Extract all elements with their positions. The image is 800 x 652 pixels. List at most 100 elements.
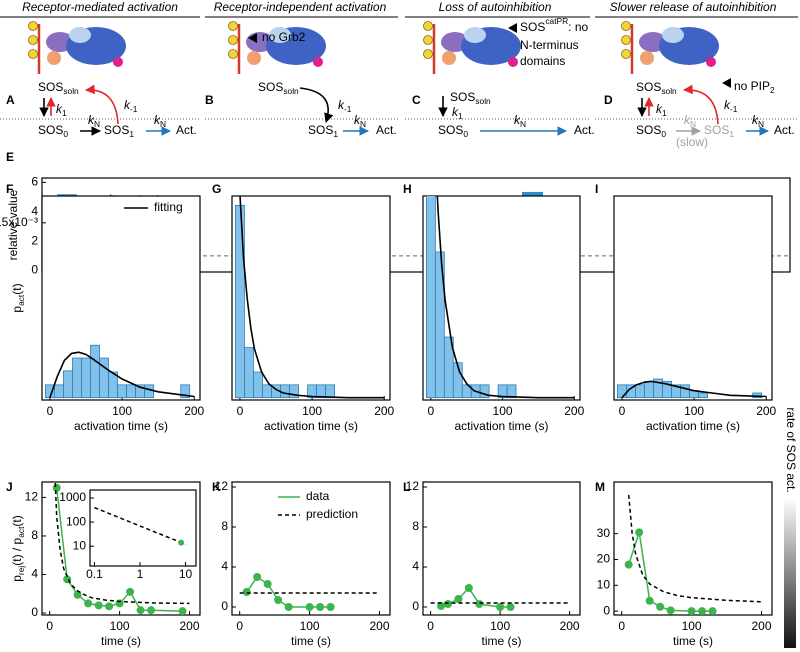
x-axis-label: activation time (s) — [646, 419, 740, 433]
y-tick-label: 10 — [597, 577, 611, 591]
data-point — [708, 607, 717, 615]
arrow — [683, 84, 719, 125]
y-tick-label: 100 — [66, 514, 86, 528]
y-tick-label: 0 — [221, 599, 228, 613]
scheme-label: kN — [684, 113, 696, 129]
prediction-line — [627, 494, 762, 603]
text-segment: p — [10, 306, 24, 313]
domain — [442, 51, 456, 65]
colorbar-label: rate of SOS act. — [784, 407, 798, 492]
x-tick-label: 100 — [110, 619, 130, 633]
text-segment: -1 — [344, 104, 352, 114]
text-segment: SOS — [438, 123, 463, 137]
x-tick-label: 100 — [684, 404, 704, 418]
text-segment: k — [656, 102, 663, 116]
data-point — [506, 603, 515, 611]
prediction-line — [54, 482, 190, 605]
x-axis-label: time (s) — [673, 634, 713, 648]
data-point — [316, 603, 325, 611]
prediction-line — [94, 506, 186, 545]
plot-frame — [613, 195, 773, 401]
data-point — [178, 607, 187, 615]
text-segment: k — [724, 98, 731, 112]
text-segment: (t) — [10, 283, 24, 294]
histogram-bar — [54, 384, 64, 399]
scheme-label: SOS1 — [308, 123, 338, 139]
text-segment: SOS — [520, 20, 545, 34]
text-segment: 1 — [333, 129, 338, 139]
histogram-bar — [680, 384, 690, 399]
y-tick-label: 1000 — [59, 490, 86, 504]
x-tick-label: 200 — [560, 619, 580, 633]
data-point — [635, 528, 644, 537]
text-segment: N — [690, 119, 696, 129]
domain — [313, 57, 323, 67]
data-point — [624, 560, 633, 569]
text-segment: N — [94, 119, 100, 129]
data-point — [126, 587, 135, 596]
phospho-site — [228, 21, 238, 31]
text-segment: SOS — [450, 90, 475, 104]
domain — [113, 57, 123, 67]
plot-frame — [41, 195, 201, 401]
histogram-bar — [262, 384, 272, 399]
text-segment: 1 — [729, 129, 734, 139]
histogram-bar — [144, 384, 155, 399]
y-axis-label: relative value — [6, 189, 20, 260]
scheme-label: Act. — [774, 123, 795, 137]
x-tick-label: 0 — [618, 619, 625, 633]
y-tick-label: 8 — [412, 519, 419, 533]
data-point — [656, 602, 665, 611]
scheme-label: SOSsoln — [450, 90, 491, 106]
y-tick-label: 20 — [597, 552, 611, 566]
data-point — [326, 603, 335, 611]
scheme-label: SOS0 — [438, 123, 468, 139]
data-point — [305, 603, 314, 611]
histogram-bar — [644, 380, 654, 399]
x-tick-label: 200 — [756, 404, 776, 418]
domain — [247, 51, 261, 65]
histogram-bar — [244, 347, 254, 399]
fit-line — [49, 351, 195, 398]
histogram-bar — [617, 384, 627, 399]
plot-frame — [231, 195, 391, 401]
panel-letter: F — [6, 182, 13, 196]
x-tick-label: 100 — [302, 404, 322, 418]
text-segment: 1 — [129, 129, 134, 139]
phospho-site — [228, 35, 238, 45]
scheme-label: k-1 — [724, 98, 738, 114]
text-segment: act — [16, 526, 26, 538]
text-segment: N — [160, 119, 166, 129]
scheme-label: SOS1 — [104, 123, 134, 139]
x-axis-label: activation time (s) — [264, 419, 358, 433]
x-tick-label: 100 — [490, 619, 510, 633]
domain — [508, 57, 518, 67]
text-segment: k — [56, 102, 63, 116]
text-segment: soln — [283, 86, 299, 96]
text-segment: rej — [16, 566, 26, 575]
plot-frame — [613, 481, 773, 616]
scheme-label: SOS0 — [636, 123, 666, 139]
histogram-bar — [90, 344, 100, 399]
data-point — [454, 595, 463, 603]
text-segment: p — [10, 575, 24, 582]
x-axis-label: time (s) — [101, 634, 141, 648]
panel-letter: C — [412, 93, 421, 107]
text-segment: SOS — [704, 123, 729, 137]
y-tick-label: 4 — [31, 204, 38, 218]
phospho-site — [423, 21, 433, 31]
panel-letter: K — [212, 480, 221, 494]
y-tick-label: 12 — [25, 490, 39, 504]
text-segment: k — [452, 105, 459, 119]
histogram-bar — [316, 384, 327, 399]
y-tick-label: 2 — [31, 233, 38, 247]
text-segment: 1 — [458, 111, 463, 121]
text-segment: k — [354, 113, 361, 127]
scheme-label: kN — [354, 113, 366, 129]
text-segment: N — [360, 119, 366, 129]
histogram-bar — [635, 384, 645, 399]
y-tick-label: 0 — [31, 605, 38, 619]
legend-label: fitting — [154, 200, 183, 214]
data-point — [475, 600, 484, 608]
